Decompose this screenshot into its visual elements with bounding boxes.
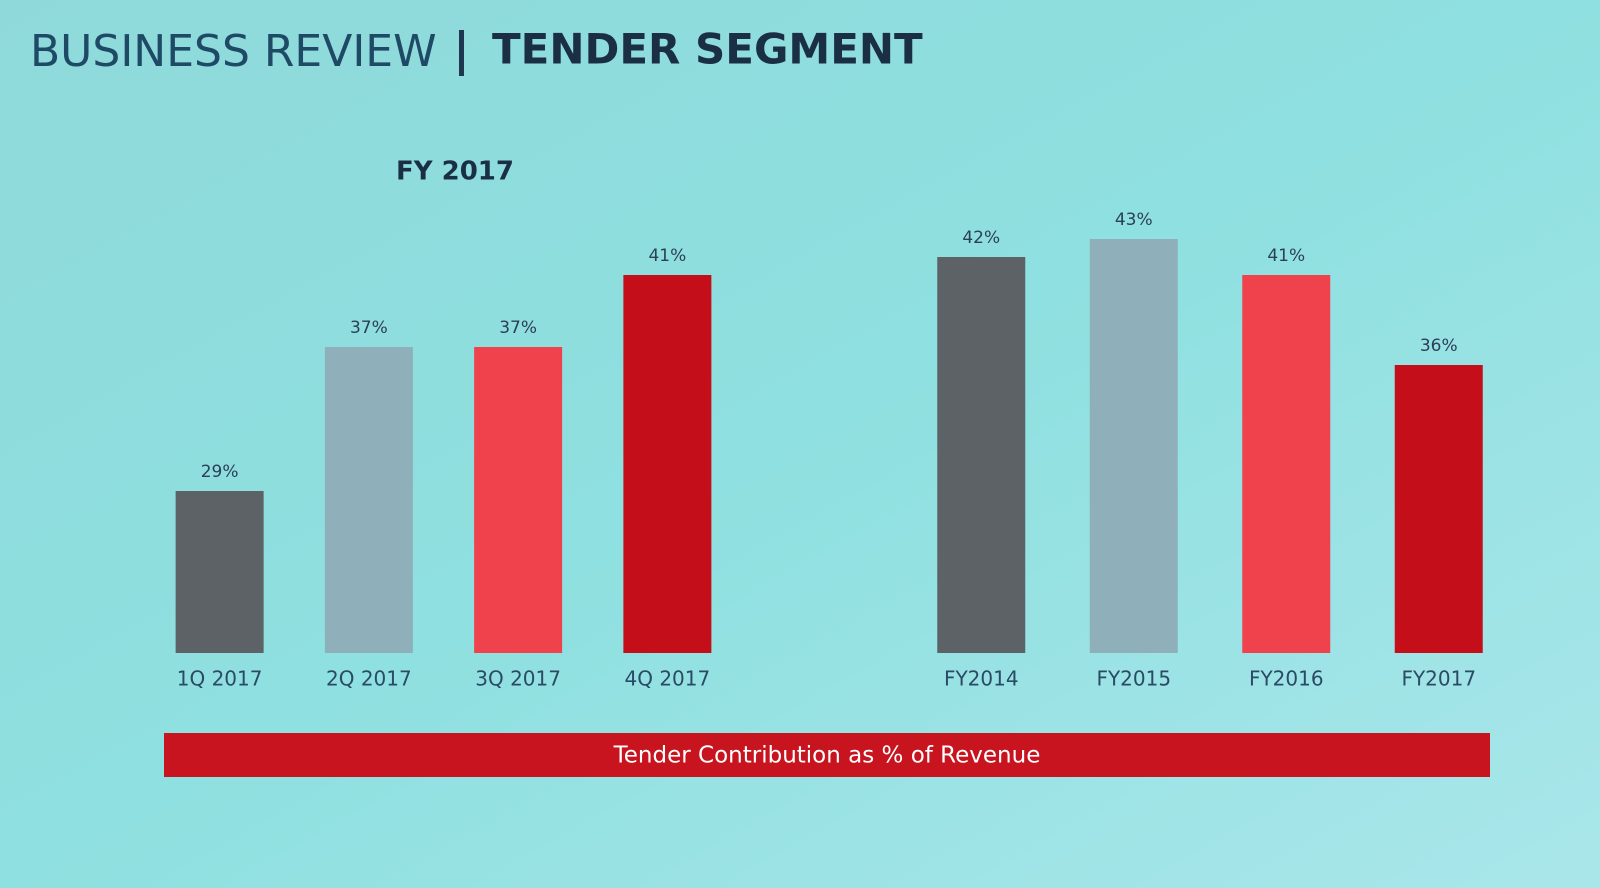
bar	[175, 491, 264, 653]
bar	[324, 347, 413, 653]
value-label: 37%	[350, 318, 388, 338]
x-tick-label: 3Q 2017	[475, 667, 561, 691]
bar	[1394, 365, 1483, 653]
bar	[623, 275, 712, 653]
bar	[1089, 239, 1178, 653]
bar	[1242, 275, 1331, 653]
separator	[459, 30, 464, 76]
x-tick-label: FY2017	[1401, 667, 1476, 691]
x-tick-label: FY2016	[1249, 667, 1324, 691]
x-tick-label: 2Q 2017	[326, 667, 412, 691]
header-title: BUSINESS REVIEW	[30, 26, 437, 77]
x-tick-label: 1Q 2017	[177, 667, 263, 691]
value-label: 41%	[1267, 246, 1305, 266]
caption-banner	[164, 733, 1490, 777]
bar	[474, 347, 563, 653]
value-label: 42%	[962, 228, 1000, 248]
value-label: 29%	[201, 462, 239, 482]
x-tick-label: 4Q 2017	[625, 667, 711, 691]
caption: Tender Contribution as % of Revenue	[613, 743, 1041, 769]
x-tick-label: FY2014	[944, 667, 1019, 691]
value-label: 43%	[1115, 210, 1153, 230]
value-label: 36%	[1420, 336, 1458, 356]
header-subtitle: TENDER SEGMENT	[492, 25, 923, 74]
value-label: 41%	[648, 246, 686, 266]
value-label: 37%	[499, 318, 537, 338]
x-tick-label: FY2015	[1096, 667, 1171, 691]
chart-title: FY 2017	[396, 157, 514, 187]
bar	[937, 257, 1026, 653]
